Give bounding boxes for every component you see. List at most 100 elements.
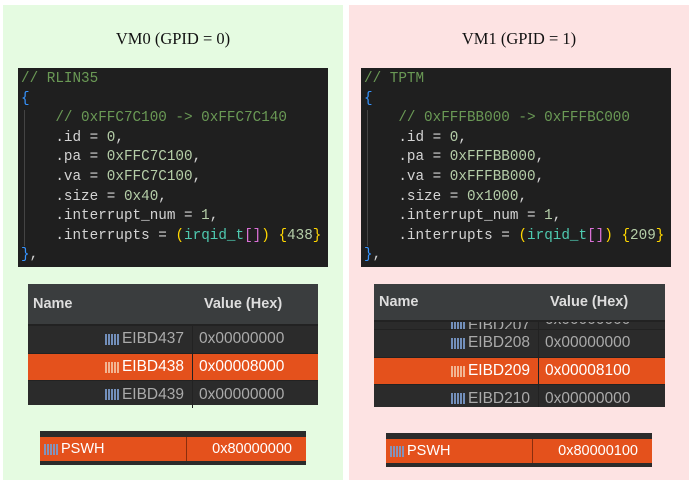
code-token: .pa = xyxy=(21,149,107,166)
vm1-panel: VM1 (GPID = 1) // TPTM { // 0xFFFBB000 -> … xyxy=(349,5,689,480)
column-header-name[interactable]: Name xyxy=(379,294,419,310)
code-line: .interrupts = (irqid_t[]) {438} xyxy=(18,227,328,247)
table-row[interactable]: EIBD209 0x00008100 xyxy=(374,356,665,385)
register-name-cell: EIBD209 xyxy=(374,357,539,385)
code-token: { xyxy=(364,90,373,107)
psw-name-cell: PSWH xyxy=(386,439,533,463)
indent-guide xyxy=(367,110,368,246)
code-token: } xyxy=(364,247,373,264)
code-token: , xyxy=(192,149,202,166)
code-token: .size = xyxy=(21,188,124,205)
table-row[interactable]: EIBD437 0x00000000 xyxy=(28,325,318,353)
code-token: , xyxy=(372,247,382,264)
code-token: 0xFFC7C100 xyxy=(106,168,193,185)
table-row[interactable]: EIBD438 0x00008000 xyxy=(28,352,318,381)
code-token: ) xyxy=(604,227,613,244)
psw-register: PSWH 0x80000100 xyxy=(386,433,652,467)
register-name-cell: EIBD207 xyxy=(374,322,539,329)
code-line: .id = 0, xyxy=(361,129,671,149)
code-token: } xyxy=(312,227,322,244)
code-token: , xyxy=(192,168,202,185)
psw-name-cell: PSWH xyxy=(40,437,187,461)
code-token: 0 xyxy=(106,129,116,146)
register-value: 0x00000000 xyxy=(199,330,285,348)
psw-row[interactable]: PSWH 0x80000000 xyxy=(40,437,306,461)
code-token: ( xyxy=(175,227,185,244)
code-token: ) xyxy=(261,227,270,244)
register-name-cell: EIBD438 xyxy=(28,353,193,381)
code-token: // 0xFFFBB000 -> 0xFFFBC000 xyxy=(364,110,630,127)
code-token: 0xFFFBB000 xyxy=(449,168,536,185)
code-token: [] xyxy=(244,227,262,244)
register-value: 0x00008000 xyxy=(199,358,285,376)
code-line: .pa = 0xFFC7C100, xyxy=(18,148,328,168)
table-row[interactable]: EIBD439 0x00000000 xyxy=(28,380,318,409)
vm0-panel: VM0 (GPID = 0) // RLIN35 { // 0xFFC7C100 -… xyxy=(3,5,343,480)
code-token: { xyxy=(21,90,30,107)
code-editor: // TPTM { // 0xFFFBB000 -> 0xFFFBC000 .id… xyxy=(361,68,671,267)
register-icon xyxy=(104,333,120,345)
register-name-cell: EIBD210 xyxy=(374,385,539,407)
code-token: 0x40 xyxy=(123,188,159,205)
register-name-cell: EIBD437 xyxy=(28,326,193,353)
register-table: Name Value (Hex) EIBD437 0x00000000 EIBD438 0… xyxy=(28,284,318,409)
code-token: } xyxy=(655,227,665,244)
code-line: .va = 0xFFFBB000, xyxy=(361,168,671,188)
code-token: .id = xyxy=(364,129,450,146)
code-token: // 0xFFC7C100 -> 0xFFC7C140 xyxy=(21,110,287,127)
register-name-cell: EIBD439 xyxy=(28,381,193,409)
register-name: EIBD208 xyxy=(467,334,530,352)
code-line: }, xyxy=(18,246,328,266)
code-line: .size = 0x1000, xyxy=(361,188,671,208)
table-row[interactable]: EIBD208 0x00000000 xyxy=(374,329,665,357)
code-line: .va = 0xFFC7C100, xyxy=(18,168,328,188)
code-token: irqid_t xyxy=(184,227,245,244)
column-header-value[interactable]: Value (Hex) xyxy=(204,296,283,312)
code-token: .id = xyxy=(21,129,107,146)
code-token: 0xFFC7C100 xyxy=(106,149,193,166)
indent-guide xyxy=(24,110,25,246)
register-name: EIBD438 xyxy=(121,358,184,376)
register-value: 0x00008100 xyxy=(545,362,631,380)
register-name: EIBD439 xyxy=(121,385,184,403)
code-line: .interrupts = (irqid_t[]) {209} xyxy=(361,227,671,247)
table-row[interactable]: EIBD210 0x00000000 xyxy=(374,384,665,407)
code-token: 1 xyxy=(201,208,210,225)
column-header-value[interactable]: Value (Hex) xyxy=(550,294,629,310)
code-token: .pa = xyxy=(364,149,450,166)
register-icon xyxy=(450,365,466,377)
code-line: .pa = 0xFFFBB000, xyxy=(361,148,671,168)
code-line: // 0xFFFBB000 -> 0xFFFBC000 xyxy=(361,109,671,129)
code-token: .interrupts = xyxy=(364,227,519,244)
code-token: , xyxy=(209,208,219,225)
panel-title: VM1 (GPID = 1) xyxy=(461,29,577,48)
register-icon xyxy=(104,361,120,373)
code-token: , xyxy=(158,188,167,205)
table-row[interactable]: EIBD207 0x00000000 xyxy=(374,321,665,329)
code-token: , xyxy=(535,168,545,185)
register-icon xyxy=(104,389,120,401)
code-token: , xyxy=(552,208,562,225)
table-header: Name Value (Hex) xyxy=(28,284,318,325)
psw-value: 0x80000100 xyxy=(558,443,638,459)
code-token: 1 xyxy=(544,208,553,225)
code-line: // 0xFFC7C100 -> 0xFFC7C140 xyxy=(18,109,328,129)
code-token: ( xyxy=(518,227,528,244)
code-token: .va = xyxy=(364,168,450,185)
code-token: irqid_t xyxy=(527,227,588,244)
code-token: .size = xyxy=(364,188,467,205)
code-line: .size = 0x40, xyxy=(18,188,328,208)
register-name: EIBD207 xyxy=(468,322,530,329)
register-name-cell: EIBD208 xyxy=(374,330,539,357)
register-icon xyxy=(390,445,405,457)
code-token: , xyxy=(115,129,124,146)
column-header-name[interactable]: Name xyxy=(33,296,73,312)
code-token: 209 xyxy=(630,227,656,244)
code-line: }, xyxy=(361,246,671,266)
code-token: .interrupt_num = xyxy=(364,208,545,225)
code-token: .va = xyxy=(21,168,107,185)
code-line: { xyxy=(18,90,328,110)
register-table: Name Value (Hex) EIBD207 0x00000000 EIBD208 0… xyxy=(374,284,665,407)
psw-row[interactable]: PSWH 0x80000100 xyxy=(386,439,652,463)
register-icon xyxy=(450,337,466,349)
